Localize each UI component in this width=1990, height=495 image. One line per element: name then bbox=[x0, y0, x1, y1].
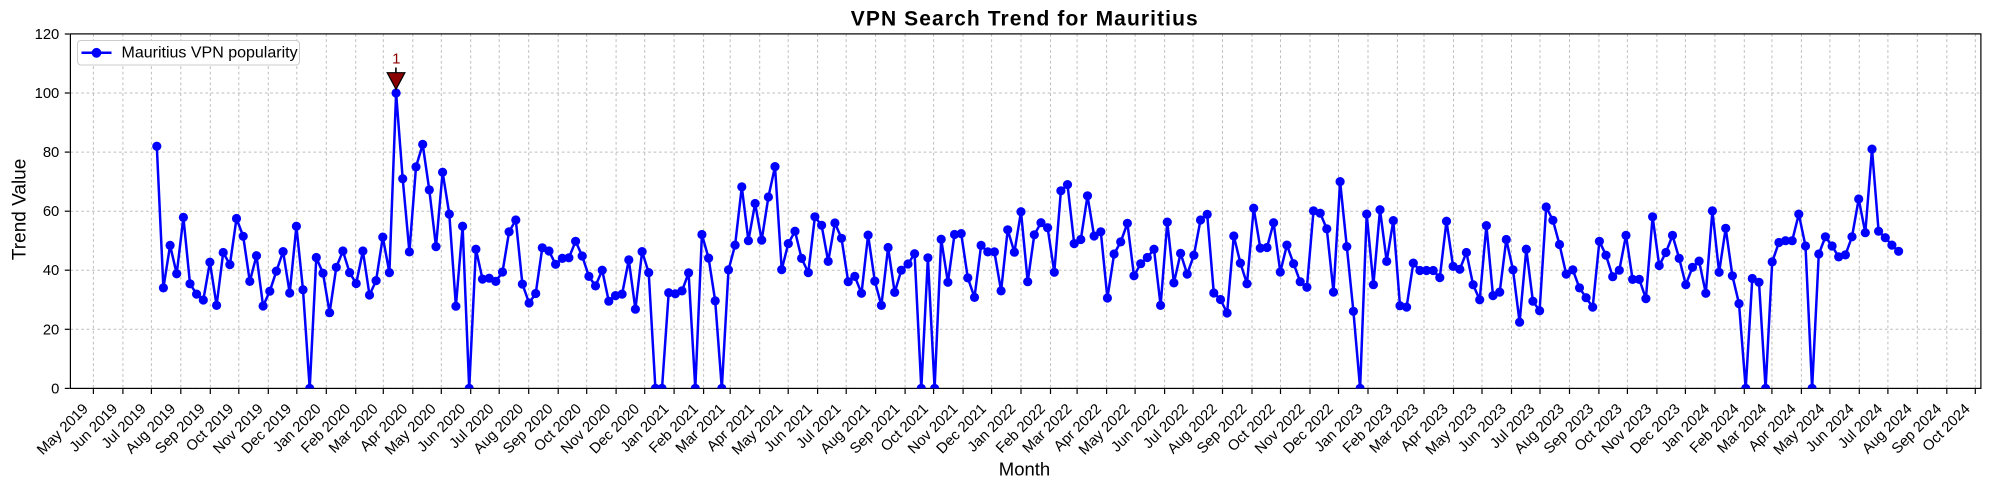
svg-text:0: 0 bbox=[51, 381, 59, 397]
svg-text:60: 60 bbox=[43, 204, 59, 220]
svg-text:1: 1 bbox=[392, 50, 400, 67]
svg-text:Month: Month bbox=[999, 459, 1050, 480]
svg-text:100: 100 bbox=[35, 86, 60, 102]
svg-text:40: 40 bbox=[43, 263, 59, 279]
svg-text:Trend Value: Trend Value bbox=[10, 159, 31, 260]
svg-text:80: 80 bbox=[43, 145, 59, 161]
svg-text:Mauritius VPN popularity: Mauritius VPN popularity bbox=[122, 45, 298, 62]
svg-text:VPN Search Trend for Mauritius: VPN Search Trend for Mauritius bbox=[851, 8, 1199, 31]
svg-text:20: 20 bbox=[43, 322, 59, 338]
svg-text:120: 120 bbox=[35, 27, 60, 43]
